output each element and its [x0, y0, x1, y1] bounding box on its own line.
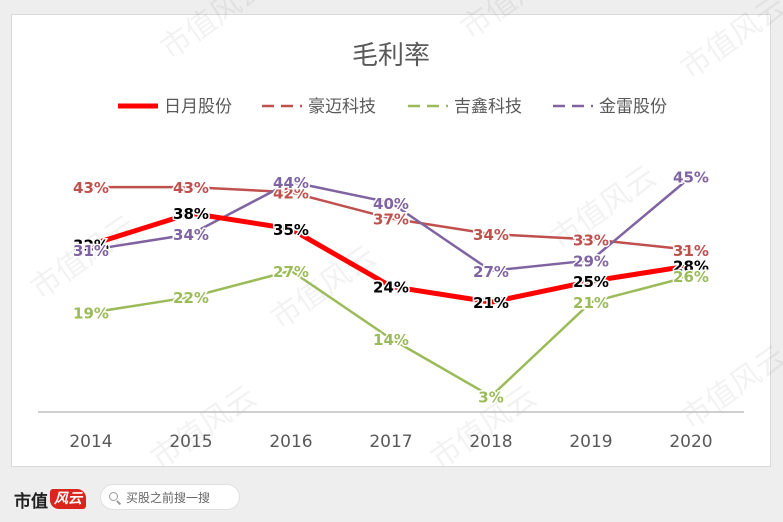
- brand-text: 市值: [14, 491, 48, 512]
- legend-label: 日月股份: [164, 97, 232, 117]
- search-icon: [109, 491, 122, 505]
- data-label: 43%: [173, 179, 209, 197]
- data-label: 3%: [478, 388, 503, 406]
- watermark: 市值风云市值风云市值风云市值风云市值风云市值风云市值风云市值风云市值风云: [25, 0, 783, 477]
- data-label: 19%: [73, 305, 109, 323]
- data-labels: 32% 38% 35% 24% 21% 25% 28% 43% 43% 42% 37% 34% 33% 3…: [72, 167, 711, 408]
- brand-mark: 风云: [50, 489, 86, 509]
- data-label: 31%: [673, 242, 709, 260]
- series-line: [89, 185, 693, 252]
- x-axis-ticks: 2014 2015 2016 2017 2018 2019 2020: [69, 432, 712, 452]
- data-label: 42%: [273, 184, 309, 202]
- series-lines: [88, 175, 694, 398]
- legend: 日月股份 豪迈科技 吉鑫科技 金雷股份: [118, 96, 667, 117]
- data-label: 35%: [273, 221, 309, 239]
- legend-label: 金雷股份: [599, 97, 667, 117]
- data-label: 22%: [173, 289, 209, 307]
- data-label: 21%: [473, 294, 509, 312]
- data-label: 28%: [673, 258, 709, 276]
- watermark-text: 市值风云: [675, 0, 783, 87]
- data-label: 21%: [573, 294, 609, 312]
- x-tick-label: 2017: [369, 432, 412, 452]
- data-label: 40%: [373, 195, 409, 213]
- search-placeholder: 买股之前搜一搜: [126, 490, 211, 505]
- x-tick-label: 2015: [169, 432, 212, 452]
- watermark-text: 市值风云: [145, 379, 263, 476]
- x-tick-label: 2014: [69, 432, 112, 452]
- data-label: 32%: [73, 237, 109, 255]
- data-label: 26%: [673, 268, 709, 286]
- x-tick-label: 2019: [569, 432, 612, 452]
- legend-label: 吉鑫科技: [454, 97, 522, 117]
- watermark-text: 市值风云: [155, 0, 273, 67]
- data-label: 27%: [273, 263, 309, 281]
- data-label: 43%: [73, 179, 109, 197]
- data-label: 14%: [373, 331, 409, 349]
- data-label: 33%: [573, 231, 609, 249]
- data-label: 37%: [373, 210, 409, 228]
- series-line: [89, 175, 693, 273]
- data-label: 34%: [173, 226, 209, 244]
- x-tick-label: 2016: [269, 432, 312, 452]
- x-tick-label: 2020: [669, 432, 712, 452]
- search-box[interactable]: 买股之前搜一搜: [100, 484, 240, 510]
- data-label: 29%: [573, 252, 609, 270]
- footer: 市值 风云 买股之前搜一搜: [0, 476, 783, 522]
- data-label: 38%: [173, 205, 209, 223]
- data-label: 24%: [373, 278, 409, 296]
- data-label: 27%: [473, 263, 509, 281]
- data-label: 25%: [573, 273, 609, 291]
- data-label: 34%: [473, 226, 509, 244]
- x-tick-label: 2018: [469, 432, 512, 452]
- series-line: [89, 269, 693, 398]
- data-label: 44%: [273, 174, 309, 192]
- data-label: 31%: [73, 242, 109, 260]
- chart-title: 毛利率: [352, 41, 430, 71]
- data-label: 45%: [673, 169, 709, 187]
- watermark-text: 市值风云: [675, 339, 783, 436]
- legend-label: 豪迈科技: [308, 96, 376, 117]
- series-line: [88, 210, 694, 305]
- brand-logo: 市值 风云: [14, 486, 86, 512]
- chart-card: [11, 14, 771, 467]
- watermark-text: 市值风云: [455, 0, 573, 47]
